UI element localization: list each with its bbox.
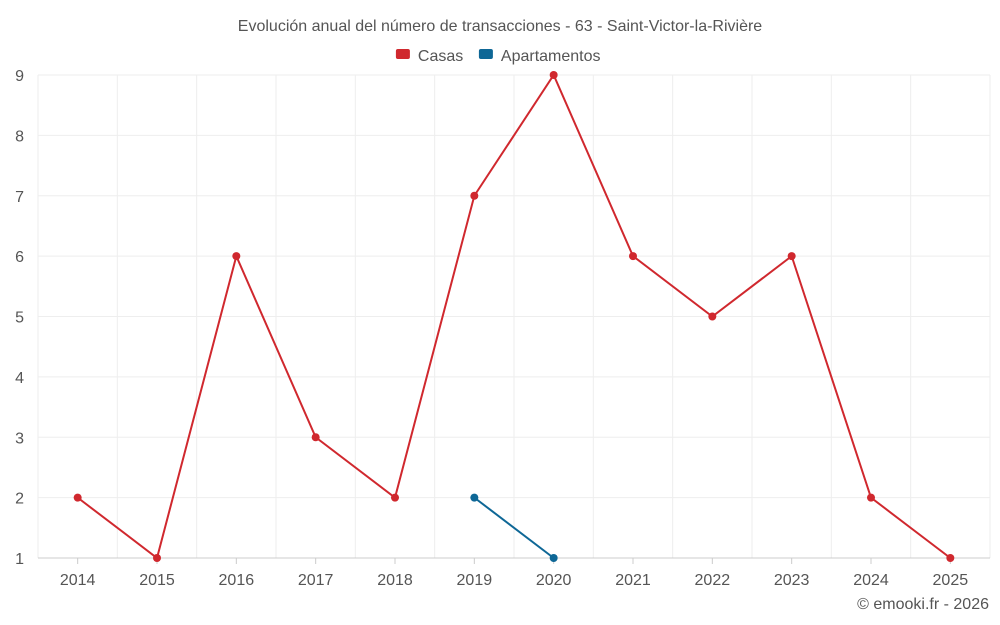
x-tick-label: 2023: [774, 572, 810, 589]
y-tick-label: 6: [15, 249, 24, 266]
data-point[interactable]: [153, 554, 161, 562]
legend-item-apartamentos[interactable]: Apartamentos: [478, 48, 601, 65]
series-apartamentos: [470, 493, 558, 562]
x-tick-label: 2017: [298, 572, 334, 589]
data-point[interactable]: [787, 252, 796, 261]
y-tick-label: 1: [15, 551, 24, 568]
y-tick-label: 4: [15, 370, 24, 387]
x-tick-label: 2022: [695, 572, 731, 589]
series-line: [77, 72, 951, 560]
data-point[interactable]: [73, 493, 82, 502]
series-casas: [73, 71, 955, 562]
y-tick-label: 9: [15, 68, 24, 85]
credit-text: © emooki.fr - 2026: [857, 596, 989, 613]
grid: [37, 74, 991, 558]
chart-title: Evolución anual del número de transaccio…: [238, 18, 763, 35]
data-point[interactable]: [391, 493, 399, 502]
series-line: [473, 496, 555, 559]
x-tick-label: 2021: [615, 572, 651, 589]
data-point[interactable]: [232, 252, 241, 261]
y-tick-label: 2: [15, 491, 24, 508]
data-point[interactable]: [708, 312, 717, 321]
y-tick-label: 3: [15, 430, 24, 447]
legend-label: Casas: [418, 48, 463, 65]
data-point[interactable]: [549, 71, 558, 79]
x-tick-label: 2025: [933, 572, 969, 589]
x-tick-label: 2019: [457, 572, 493, 589]
x-tick-label: 2018: [377, 572, 413, 589]
y-tick-label: 8: [15, 128, 24, 145]
legend-swatch: [478, 49, 493, 59]
x-tick-label: 2024: [853, 572, 889, 589]
data-point[interactable]: [867, 493, 875, 502]
legend-swatch: [395, 49, 410, 59]
x-tick-label: 2016: [219, 572, 255, 589]
x-tick-label: 2015: [139, 572, 175, 589]
data-point[interactable]: [311, 433, 320, 442]
data-point[interactable]: [946, 554, 955, 562]
series-layer: [73, 71, 955, 562]
data-point[interactable]: [629, 252, 637, 261]
data-point[interactable]: [549, 554, 558, 562]
y-tick-label: 5: [15, 310, 24, 327]
data-point[interactable]: [470, 493, 479, 502]
legend: Casas Apartamentos: [395, 48, 601, 65]
legend-label: Apartamentos: [501, 48, 601, 65]
x-tick-label: 2020: [536, 572, 572, 589]
y-tick-label: 7: [15, 189, 24, 206]
data-point[interactable]: [470, 191, 479, 200]
axes: 1 2 3 4 5 6 7 8 9 2014 2015 2016 2017 2018 2019 2020 202…: [15, 68, 990, 589]
x-tick-label: 2014: [60, 572, 96, 589]
legend-item-casas[interactable]: Casas: [395, 48, 463, 65]
